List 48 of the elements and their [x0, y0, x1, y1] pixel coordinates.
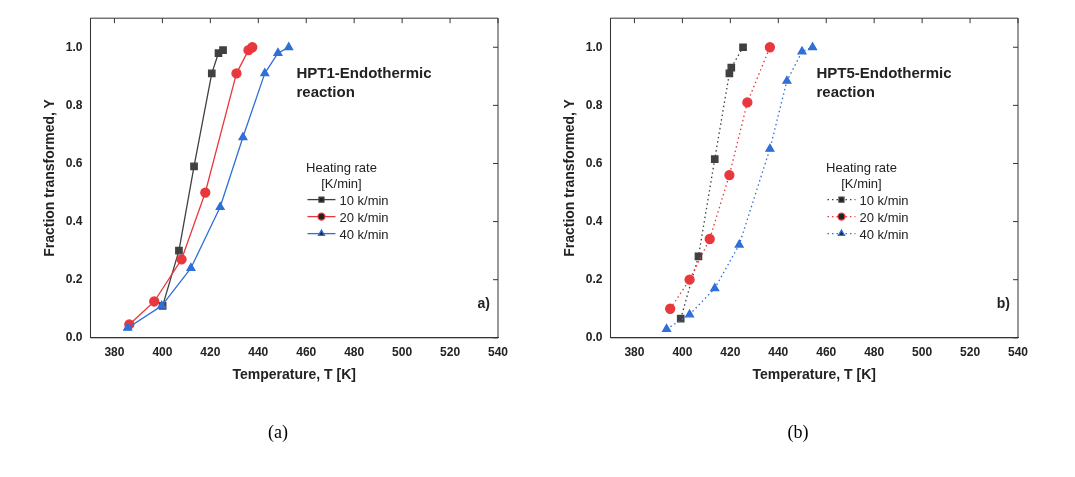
x-tick-label: 460 — [296, 345, 317, 360]
annotation: a) — [477, 294, 490, 311]
y-tick-label: 0.8 — [65, 97, 83, 112]
legend-label: 20 k/min — [339, 209, 389, 225]
x-tick-label: 440 — [768, 345, 789, 360]
x-tick-label: 420 — [720, 345, 741, 360]
y-tick-label: 1.0 — [65, 39, 83, 54]
y-tick-label: 0.6 — [585, 155, 603, 170]
x-tick-label: 400 — [672, 345, 693, 360]
legend-label: 40 k/min — [339, 226, 389, 242]
x-tick-label: 440 — [248, 345, 269, 360]
y-tick-label: 0.6 — [65, 155, 83, 170]
legend-title: Heating rate [K/min] — [306, 159, 377, 191]
x-tick-label: 540 — [487, 345, 509, 360]
legend-title: Heating rate [K/min] — [826, 159, 897, 191]
text: (b) — [786, 422, 810, 443]
x-tick-label: 460 — [816, 345, 837, 360]
x-tick-label: 480 — [864, 345, 885, 360]
y-axis-title: Fraction transformed, Y — [41, 98, 58, 257]
x-tick-label: 540 — [1007, 345, 1029, 360]
x-tick-label: 380 — [624, 345, 645, 360]
y-tick-label: 0.2 — [65, 272, 83, 286]
legend-label: 40 k/min — [859, 226, 909, 242]
x-tick-label: 400 — [152, 345, 173, 360]
x-tick-label: 500 — [392, 345, 413, 360]
legend-label: 20 k/min — [859, 209, 909, 225]
y-tick-label: 0.8 — [585, 97, 603, 112]
legend-label: 10 k/min — [859, 192, 909, 208]
text: (a) — [267, 422, 289, 443]
y-tick-label: 1.0 — [585, 39, 603, 54]
legend-label: 10 k/min — [339, 192, 389, 208]
x-axis-title: Temperature, T [K] — [232, 366, 356, 383]
y-tick-label: 0.2 — [585, 272, 603, 286]
x-tick-label: 520 — [960, 345, 981, 360]
x-tick-label: 420 — [200, 345, 221, 360]
x-axis-title: Temperature, T [K] — [752, 366, 876, 383]
y-tick-label: 0.4 — [65, 213, 83, 228]
x-tick-label: 520 — [440, 345, 461, 360]
y-tick-label: 0.4 — [585, 213, 603, 228]
y-tick-label: 0.0 — [585, 330, 603, 345]
y-tick-label: 0.0 — [65, 330, 83, 345]
annotation: b) — [996, 294, 1010, 311]
y-axis-title: Fraction transformed, Y — [561, 98, 578, 257]
annotation: HPT1-Endothermic reaction — [296, 64, 432, 101]
x-tick-label: 480 — [344, 345, 365, 360]
x-tick-label: 380 — [104, 345, 125, 360]
annotation: HPT5-Endothermic reaction — [816, 64, 952, 101]
x-tick-label: 500 — [912, 345, 933, 360]
